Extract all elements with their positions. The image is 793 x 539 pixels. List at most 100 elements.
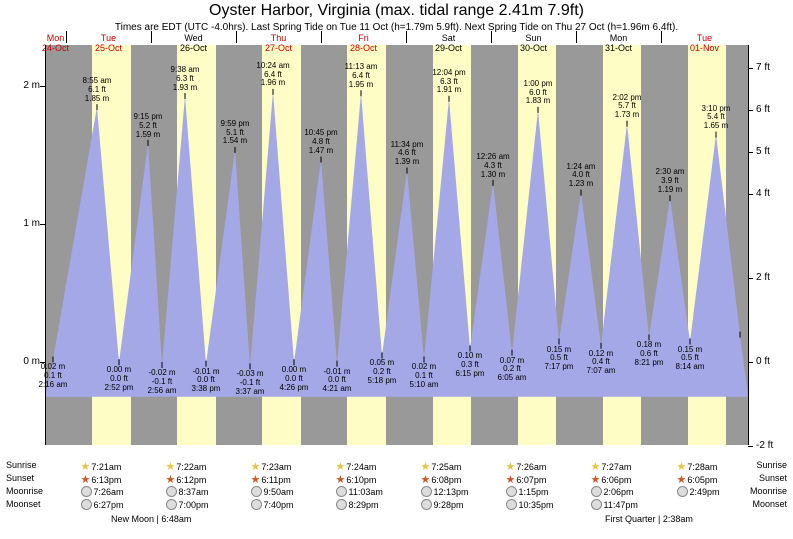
moon-icon bbox=[591, 499, 602, 510]
date-label: 24-Oct bbox=[42, 43, 69, 53]
moon-icon bbox=[81, 486, 92, 497]
sunrise-label-right: Sunrise bbox=[756, 460, 787, 470]
sunset-icon: ★ bbox=[251, 473, 261, 486]
sunrise-icon: ★ bbox=[336, 460, 346, 473]
moonset-label-right: Moonset bbox=[752, 499, 787, 509]
day-divider bbox=[576, 31, 577, 43]
moonrise-time: 9:50am bbox=[251, 486, 294, 497]
plot-area: 0.02 m0.1 ft2:16 am8:55 am6.1 ft1.85 m0.… bbox=[45, 45, 748, 445]
high-tide-label: 12:26 am4.3 ft1.30 m bbox=[476, 153, 509, 179]
moonrise-label-right: Moonrise bbox=[750, 486, 787, 496]
moon-phase-label: First Quarter | 2:38am bbox=[605, 514, 693, 524]
day-divider bbox=[491, 31, 492, 43]
low-tide-label: 0.00 m0.0 ft4:26 pm bbox=[280, 366, 309, 392]
moon-icon bbox=[506, 499, 517, 510]
moon-icon bbox=[251, 499, 262, 510]
day-of-week: Wed bbox=[184, 33, 202, 43]
moonrise-time: 11:03am bbox=[336, 486, 383, 497]
moon-icon bbox=[506, 486, 517, 497]
low-tide-label: -0.01 m0.0 ft3:38 pm bbox=[192, 368, 221, 394]
moon-icon bbox=[251, 486, 262, 497]
date-label: 29-Oct bbox=[435, 43, 462, 53]
moon-icon bbox=[677, 486, 688, 497]
moonrise-time: 2:49pm bbox=[677, 486, 720, 497]
moonrise-time: 12:13pm bbox=[421, 486, 469, 497]
sunrise-time: ★7:28am bbox=[677, 460, 718, 473]
tide-chart: Oyster Harbor, Virginia (max. tidal rang… bbox=[0, 0, 793, 539]
sunrise-time: ★7:27am bbox=[591, 460, 632, 473]
moonset-time: 7:00pm bbox=[166, 499, 209, 510]
high-tide-label: 1:00 pm6.0 ft1.83 m bbox=[524, 80, 553, 106]
right-axis-tick: 6 ft bbox=[756, 104, 793, 115]
moonset-time: 10:35pm bbox=[506, 499, 554, 510]
sunset-time: ★6:08pm bbox=[421, 473, 462, 486]
day-of-week: Mon bbox=[610, 33, 628, 43]
right-axis-tick: 4 ft bbox=[756, 188, 793, 199]
sunset-time: ★6:13pm bbox=[81, 473, 122, 486]
sunset-time: ★6:10pm bbox=[336, 473, 377, 486]
high-tide-label: 10:24 am6.4 ft1.96 m bbox=[256, 62, 289, 88]
low-tide-label: 0.07 m0.2 ft6:05 am bbox=[498, 357, 527, 383]
day-of-week: Fri bbox=[358, 33, 369, 43]
date-label: 28-Oct bbox=[350, 43, 377, 53]
moon-icon bbox=[591, 486, 602, 497]
sunset-time: ★6:07pm bbox=[506, 473, 547, 486]
sunrise-icon: ★ bbox=[81, 460, 91, 473]
day-of-week: Tue bbox=[697, 33, 712, 43]
sunset-icon: ★ bbox=[336, 473, 346, 486]
moon-icon bbox=[336, 499, 347, 510]
sunrise-time: ★7:21am bbox=[81, 460, 122, 473]
sunrise-label-left: Sunrise bbox=[6, 460, 37, 470]
sunrise-time: ★7:23am bbox=[251, 460, 292, 473]
date-label: 26-Oct bbox=[180, 43, 207, 53]
day-of-week: Thu bbox=[271, 33, 287, 43]
sunset-icon: ★ bbox=[421, 473, 431, 486]
sunset-icon: ★ bbox=[166, 473, 176, 486]
moon-icon bbox=[166, 486, 177, 497]
moonrise-label-left: Moonrise bbox=[6, 486, 43, 496]
moon-icon bbox=[166, 499, 177, 510]
date-label: 27-Oct bbox=[265, 43, 292, 53]
high-tide-label: 2:02 pm5.7 ft1.73 m bbox=[613, 94, 642, 120]
day-divider bbox=[236, 31, 237, 43]
moonset-time: 9:28pm bbox=[421, 499, 464, 510]
high-tide-label: 9:59 pm5.1 ft1.54 m bbox=[221, 120, 250, 146]
high-tide-label: 3:10 pm5.4 ft1.65 m bbox=[702, 105, 731, 131]
low-tide-label: 0.12 m0.4 ft7:07 am bbox=[587, 350, 616, 376]
moonrise-time: 8:37am bbox=[166, 486, 209, 497]
day-divider bbox=[321, 31, 322, 43]
high-tide-label: 1:24 am4.0 ft1.23 m bbox=[567, 163, 596, 189]
high-tide-label: 9:15 pm5.2 ft1.59 m bbox=[134, 113, 163, 139]
right-axis-tick: 5 ft bbox=[756, 146, 793, 157]
day-divider bbox=[406, 31, 407, 43]
moonset-time: 8:29pm bbox=[336, 499, 379, 510]
moon-icon bbox=[421, 499, 432, 510]
low-tide-label: -0.02 m-0.1 ft2:56 am bbox=[148, 369, 177, 395]
sunset-label-left: Sunset bbox=[6, 473, 34, 483]
moon-icon bbox=[421, 486, 432, 497]
low-tide-label: -0.01 m0.0 ft4:21 am bbox=[323, 368, 352, 394]
day-of-week: Tue bbox=[101, 33, 116, 43]
day-of-week: Mon bbox=[47, 33, 65, 43]
date-label: 30-Oct bbox=[520, 43, 547, 53]
moon-icon bbox=[336, 486, 347, 497]
sunrise-time: ★7:25am bbox=[421, 460, 462, 473]
sunset-time: ★6:12pm bbox=[166, 473, 207, 486]
moonset-time: 7:40pm bbox=[251, 499, 294, 510]
high-tide-label: 8:55 am6.1 ft1.85 m bbox=[83, 77, 112, 103]
low-tide-label: 0.00 m0.0 ft2:52 pm bbox=[105, 366, 134, 392]
date-label: 01-Nov bbox=[690, 43, 719, 53]
moonset-time: 11:47pm bbox=[591, 499, 638, 510]
right-axis-tick: -2 ft bbox=[756, 440, 793, 451]
low-tide-label: 0.10 m0.3 ft6:15 pm bbox=[456, 352, 485, 378]
left-axis-tick: 2 m bbox=[0, 80, 40, 91]
moonset-label-left: Moonset bbox=[6, 499, 41, 509]
left-axis-tick: 0 m bbox=[0, 356, 40, 367]
moon-phase-label: New Moon | 6:48am bbox=[111, 514, 191, 524]
moonrise-time: 2:06pm bbox=[591, 486, 634, 497]
day-of-week: Sun bbox=[525, 33, 541, 43]
high-tide-label: 9:38 am6.3 ft1.93 m bbox=[171, 66, 200, 92]
chart-title: Oyster Harbor, Virginia (max. tidal rang… bbox=[0, 2, 793, 20]
sunset-time: ★6:05pm bbox=[677, 473, 718, 486]
sunrise-icon: ★ bbox=[677, 460, 687, 473]
